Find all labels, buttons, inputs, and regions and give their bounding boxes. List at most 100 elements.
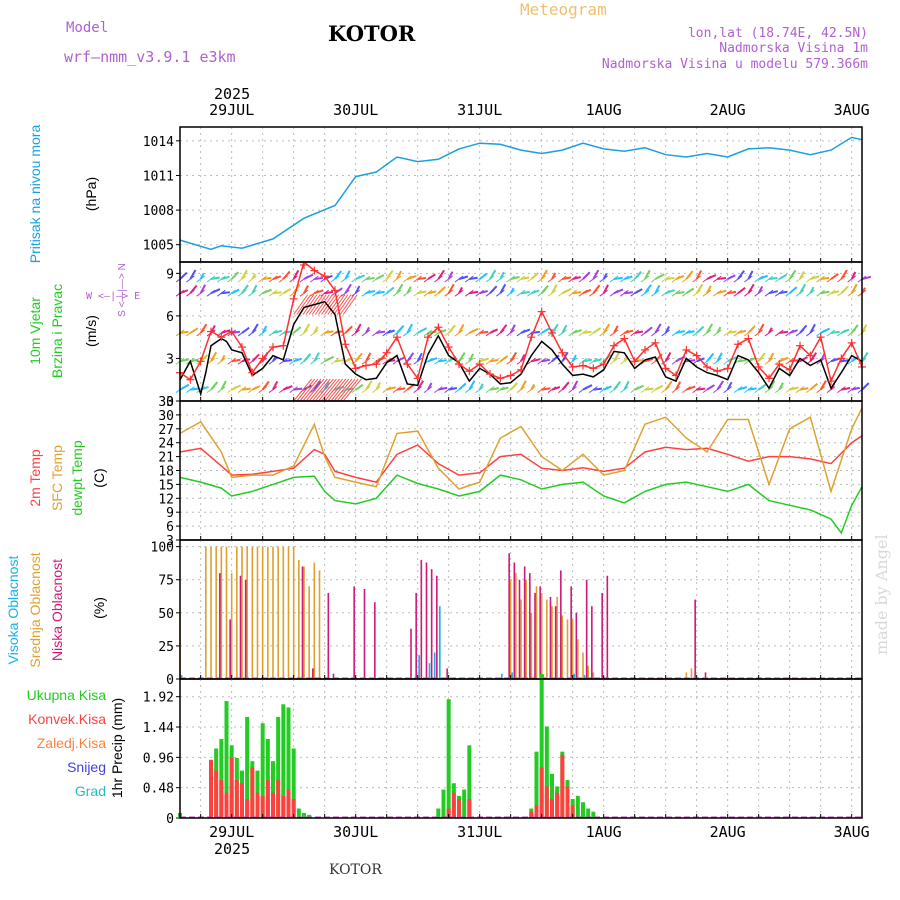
wind-barb-hatch [506, 275, 515, 283]
data-bar [214, 770, 219, 818]
wind-barb-hatch [361, 289, 371, 297]
wind-barb [562, 276, 572, 281]
wind-barb [748, 387, 757, 391]
gust-hatch [305, 378, 325, 402]
gust-hatch [293, 294, 309, 315]
wind-barb-hatch [444, 289, 453, 297]
wind-barb [272, 329, 283, 334]
wind-barb [747, 283, 755, 294]
y-tick-label: 3 [166, 352, 174, 367]
y-tick-label: 1005 [143, 239, 174, 254]
wind-barb [571, 354, 577, 362]
data-bar [570, 586, 572, 679]
wind-barb [686, 359, 696, 363]
y-tick-label: 50 [158, 607, 174, 622]
data-bar [555, 792, 560, 818]
data-bar [544, 786, 549, 818]
wind-barb [261, 325, 268, 334]
data-bar [518, 579, 521, 679]
series-line [179, 407, 863, 494]
wind-barb-hatch [671, 357, 681, 365]
data-bar [281, 795, 286, 818]
wind-barb [799, 283, 807, 294]
wind-barb-hatch [527, 289, 536, 297]
y-tick-label: 27 [158, 423, 174, 438]
wind-barb-hatch [599, 386, 608, 394]
wind-barb-hatch [537, 275, 546, 283]
data-bar [591, 606, 593, 679]
wind-barb-hatch [372, 275, 381, 283]
wind-barb [520, 291, 530, 295]
wind-barb-hatch [444, 275, 453, 283]
cloud-ylabel-mid: Srednja Oblacnost [27, 552, 43, 667]
wind-barb-hatch [258, 275, 267, 283]
data-bar [685, 672, 688, 679]
data-bar [260, 723, 265, 818]
wind-barb-hatch [454, 386, 464, 394]
data-bar [571, 619, 574, 679]
data-bar [535, 586, 538, 679]
wind-barb-hatch [434, 357, 443, 365]
wind-barb-hatch [589, 329, 598, 337]
wind-barb-hatch [702, 329, 712, 337]
wind-barb-hatch [227, 386, 236, 394]
wind-barb-hatch [764, 357, 774, 365]
wind-barb [644, 387, 654, 391]
wind-barb [365, 277, 375, 281]
wind-barb [757, 285, 764, 294]
compass-ns: S <—|—> N [117, 263, 128, 317]
wind-barb [510, 276, 520, 280]
cloud-ylabel-high: Visoka Oblacnost [5, 556, 21, 665]
wind-barb-hatch [382, 386, 391, 394]
wind-barb [727, 290, 737, 295]
wind-barb-hatch [217, 357, 226, 365]
wind-barb [448, 386, 458, 391]
wind-barb-hatch [795, 275, 805, 283]
wind-barb-hatch [816, 386, 825, 394]
wind-barb-hatch [403, 329, 412, 337]
wind-barb-hatch [465, 275, 474, 283]
wind-barb-hatch [682, 289, 691, 297]
y-tick-label: 1.92 [143, 691, 174, 706]
date-label-bottom: 29JUL [209, 823, 254, 841]
wind-barb [664, 352, 672, 362]
gust-hatch [336, 378, 356, 402]
data-bar [298, 559, 300, 679]
wind-barb-hatch [196, 329, 205, 337]
wind-barb-hatch [620, 386, 629, 394]
wind-barb [613, 276, 623, 281]
pressure-ylabel: Pritisak na nivou mora [27, 125, 43, 264]
wind-barb [303, 323, 311, 334]
data-bar [566, 619, 569, 679]
pressure-panel: 1005 1008 1011 1014 [143, 126, 863, 263]
y-tick-label: 0 [166, 673, 174, 688]
data-bar [556, 596, 558, 679]
data-bar [436, 575, 438, 679]
temp-units: (C) [91, 468, 107, 487]
wind-barb-hatch [403, 289, 412, 297]
wind-barb-hatch [671, 275, 681, 283]
wind-barb-hatch [754, 289, 763, 297]
footer-location: KOTOR [329, 862, 382, 878]
cloud-ylabel-low: Niska Oblacnost [49, 559, 65, 661]
wind-barb [386, 386, 396, 391]
wind-barb [354, 285, 361, 294]
wind-barb [468, 380, 476, 391]
wind-barb-hatch [578, 289, 588, 297]
wind-barb [664, 325, 670, 334]
wind-barb-hatch [372, 386, 381, 394]
wind-barb [531, 358, 541, 363]
wind-barb-hatch [754, 357, 763, 365]
data-bar [509, 579, 512, 679]
data-bar [704, 672, 707, 679]
wind-barb-hatch [775, 386, 784, 394]
wind-barb-hatch [785, 386, 794, 394]
wind-barb-hatch [299, 329, 309, 337]
wind-barb [613, 351, 620, 362]
gust-hatch [302, 378, 322, 402]
wind-barb-hatch [454, 329, 464, 337]
wind-barb-hatch [248, 357, 257, 365]
data-bar [430, 569, 433, 679]
wind-barb [344, 270, 351, 280]
wind-barb-hatch [527, 275, 536, 283]
